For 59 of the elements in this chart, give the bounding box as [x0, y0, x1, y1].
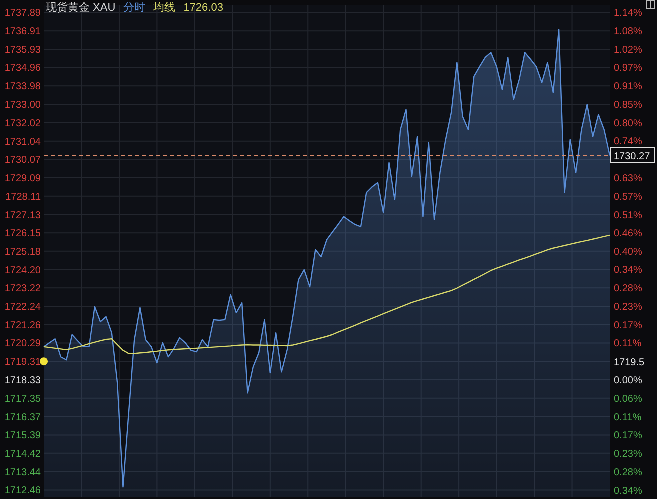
y-tick-label: 1729.09	[4, 173, 42, 184]
y2-tick-label: 0.00%	[614, 376, 642, 386]
y2-tick-label: 0.17%	[614, 430, 642, 442]
y-tick-label: 1728.11	[6, 192, 42, 203]
y-tick-label: 1717.35	[4, 394, 42, 405]
y-tick-label: 1737.89	[4, 8, 42, 20]
y2-tick-label: 1.08%	[614, 26, 642, 38]
y2-tick-label: 0.85%	[614, 100, 642, 111]
y-tick-label: 1713.44	[4, 467, 42, 478]
y2-tick-label: 0.11%	[614, 338, 642, 350]
text: 1719.5	[614, 358, 646, 369]
annotation: 1726.03	[184, 2, 224, 14]
y-tick-label: 1725.18	[4, 246, 42, 258]
y2-tick-label: 0.51%	[614, 210, 642, 222]
y-tick-label: 1719.31	[4, 357, 42, 368]
y2-tick-label: 0.17%	[614, 320, 642, 332]
y-tick-label: 1712.46	[4, 486, 42, 497]
y2-tick-label: 0.28%	[614, 284, 642, 295]
y2-tick-label: 0.57%	[614, 192, 642, 203]
line-series	[43, 234, 611, 354]
y2-tick-label: 0.97%	[614, 63, 642, 74]
y2-tick-label: 0.23%	[614, 449, 642, 460]
y2-tick-label: 0.11%	[614, 412, 642, 424]
y-tick-label: 1721.26	[4, 320, 42, 332]
y-tick-label: 1720.29	[4, 338, 42, 350]
y2-tick-label: 0.23%	[614, 302, 642, 313]
y2-tick-label: 1.02%	[614, 44, 642, 56]
ref-line-label: 1730.27	[614, 151, 651, 162]
y-tick-label: 1714.42	[4, 448, 42, 460]
y2-tick-label: 0.91%	[614, 82, 642, 93]
y-tick-label: 1731.04	[4, 136, 42, 148]
y-tick-label: 1715.39	[4, 430, 42, 442]
y2-tick-label: 0.80%	[614, 118, 642, 130]
y-tick-label: 1716.37	[4, 412, 42, 424]
y-tick-label: 1732.02	[4, 118, 42, 130]
y-tick-label: 1724.20	[4, 265, 42, 276]
y2-tick-label: 0.06%	[614, 394, 642, 405]
y2-tick-label: 0.28%	[614, 467, 642, 478]
y-tick-label: 1730.07	[4, 155, 42, 166]
y-tick-label: 1723.22	[4, 284, 42, 295]
y-tick-label: 1734.96	[4, 63, 42, 74]
y-tick-label: 1726.15	[4, 228, 42, 240]
text: 均线	[152, 1, 176, 14]
y-tick-label: 1718.33	[4, 376, 42, 387]
y2-tick-label: 0.46%	[614, 228, 642, 240]
y-tick-label: 1736.91	[4, 26, 42, 38]
y2-tick-label: 0.40%	[614, 247, 642, 258]
y2-tick-label: 0.34%	[614, 265, 642, 276]
y2-tick-label: 1.14%	[614, 8, 642, 19]
y-tick-label: 1733.00	[4, 100, 42, 112]
y-tick-label: 1735.93	[4, 45, 42, 56]
y2-tick-label: 0.63%	[614, 174, 642, 185]
y-tick-label: 1727.13	[4, 210, 42, 222]
y2-tick-label: 0.74%	[614, 136, 642, 148]
chart-title: 现货黄金 XAU	[46, 1, 116, 14]
text: 分时	[124, 1, 146, 14]
y2-tick-label: 0.34%	[614, 486, 642, 497]
y-tick-label: 1722.24	[4, 302, 42, 314]
y-tick-label: 1733.98	[4, 82, 42, 93]
